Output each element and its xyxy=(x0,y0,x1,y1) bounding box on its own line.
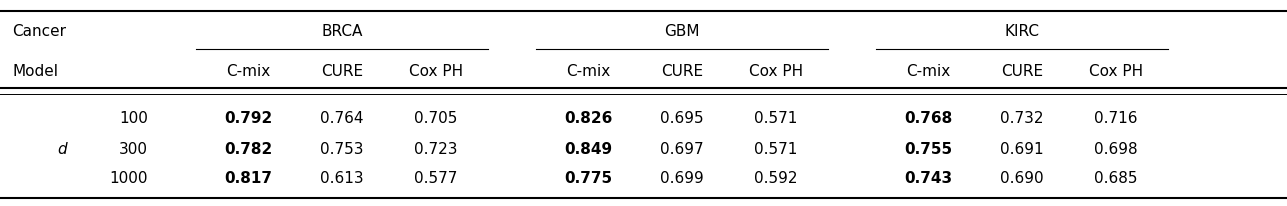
Text: 0.755: 0.755 xyxy=(903,141,952,156)
Text: 0.782: 0.782 xyxy=(224,141,272,156)
Text: 0.698: 0.698 xyxy=(1094,141,1138,156)
Text: 0.705: 0.705 xyxy=(414,111,458,126)
Text: 0.697: 0.697 xyxy=(660,141,704,156)
Text: Cox PH: Cox PH xyxy=(1089,64,1143,79)
Text: 0.695: 0.695 xyxy=(660,111,704,126)
Text: CURE: CURE xyxy=(320,64,363,79)
Text: 0.826: 0.826 xyxy=(564,111,613,126)
Text: 0.699: 0.699 xyxy=(660,171,704,186)
Text: C-mix: C-mix xyxy=(906,64,950,79)
Text: 0.613: 0.613 xyxy=(320,171,364,186)
Text: 0.732: 0.732 xyxy=(1000,111,1044,126)
Text: 0.768: 0.768 xyxy=(903,111,952,126)
Text: 0.764: 0.764 xyxy=(320,111,364,126)
Text: Cox PH: Cox PH xyxy=(409,64,463,79)
Text: BRCA: BRCA xyxy=(322,24,363,39)
Text: 0.716: 0.716 xyxy=(1094,111,1138,126)
Text: C-mix: C-mix xyxy=(227,64,270,79)
Text: 0.775: 0.775 xyxy=(564,171,613,186)
Text: Cancer: Cancer xyxy=(12,24,66,39)
Text: 1000: 1000 xyxy=(109,171,148,186)
Text: Cox PH: Cox PH xyxy=(749,64,803,79)
Text: CURE: CURE xyxy=(1001,64,1042,79)
Text: CURE: CURE xyxy=(662,64,703,79)
Text: 100: 100 xyxy=(120,111,148,126)
Text: 0.849: 0.849 xyxy=(564,141,613,156)
Text: 0.571: 0.571 xyxy=(754,141,798,156)
Text: 0.690: 0.690 xyxy=(1000,171,1044,186)
Text: Model: Model xyxy=(12,64,58,79)
Text: KIRC: KIRC xyxy=(1004,24,1040,39)
Text: 0.571: 0.571 xyxy=(754,111,798,126)
Text: 0.817: 0.817 xyxy=(224,171,272,186)
Text: 0.592: 0.592 xyxy=(754,171,798,186)
Text: 0.685: 0.685 xyxy=(1094,171,1138,186)
Text: 0.723: 0.723 xyxy=(414,141,458,156)
Text: 0.691: 0.691 xyxy=(1000,141,1044,156)
Text: 0.792: 0.792 xyxy=(224,111,272,126)
Text: 300: 300 xyxy=(118,141,148,156)
Text: GBM: GBM xyxy=(664,24,700,39)
Text: C-mix: C-mix xyxy=(566,64,610,79)
Text: 0.753: 0.753 xyxy=(320,141,364,156)
Text: 0.743: 0.743 xyxy=(903,171,952,186)
Text: 0.577: 0.577 xyxy=(414,171,458,186)
Text: d: d xyxy=(57,141,67,156)
